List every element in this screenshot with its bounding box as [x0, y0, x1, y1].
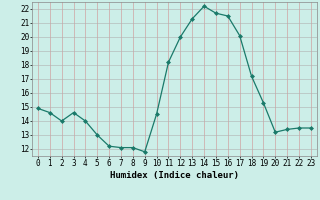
X-axis label: Humidex (Indice chaleur): Humidex (Indice chaleur): [110, 171, 239, 180]
